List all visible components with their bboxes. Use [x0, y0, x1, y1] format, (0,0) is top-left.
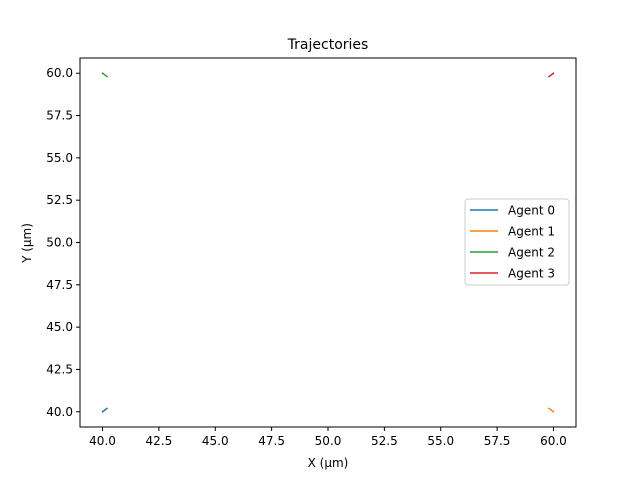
y-tick-label: 42.5 [46, 362, 73, 376]
y-tick-label: 60.0 [46, 66, 73, 80]
x-tick-label: 52.5 [371, 434, 398, 448]
x-tick-label: 60.0 [540, 434, 567, 448]
y-tick-label: 52.5 [46, 193, 73, 207]
x-tick-label: 55.0 [427, 434, 454, 448]
y-tick-label: 50.0 [46, 236, 73, 250]
legend-label: Agent 3 [508, 267, 555, 281]
x-tick-label: 42.5 [146, 434, 173, 448]
x-tick-label: 50.0 [315, 434, 342, 448]
plot-area [101, 72, 555, 413]
legend: Agent 0 Agent 1 Agent 2 Agent 3 [464, 198, 570, 286]
x-tick-label: 40.0 [89, 434, 116, 448]
y-tick-label: 57.5 [46, 109, 73, 123]
axes-frame [79, 57, 577, 428]
x-tick-label: 57.5 [484, 434, 511, 448]
legend-label: Agent 2 [508, 246, 555, 260]
y-tick-label: 40.0 [46, 405, 73, 419]
series-line-agent-2 [101, 72, 109, 78]
y-axis: 40.0 42.5 45.0 47.5 50.0 52.5 55.0 57.5 60.0 [46, 66, 80, 419]
x-axis: 40.0 42.5 45.0 47.5 50.0 52.5 55.0 57.5 60.0 [89, 427, 567, 448]
y-tick-label: 55.0 [46, 151, 73, 165]
legend-label: Agent 0 [508, 204, 555, 218]
series-line-agent-3 [547, 72, 555, 78]
y-axis-label: Y (μm) [20, 223, 34, 264]
x-axis-label: X (μm) [308, 456, 349, 470]
chart-title: Trajectories [287, 37, 369, 53]
x-tick-label: 45.0 [202, 434, 229, 448]
series-line-agent-1 [547, 407, 555, 413]
series-line-agent-0 [101, 407, 109, 413]
legend-box [464, 198, 570, 286]
y-tick-label: 47.5 [46, 278, 73, 292]
legend-label: Agent 1 [508, 225, 555, 239]
x-tick-label: 47.5 [258, 434, 285, 448]
y-tick-label: 45.0 [46, 320, 73, 334]
